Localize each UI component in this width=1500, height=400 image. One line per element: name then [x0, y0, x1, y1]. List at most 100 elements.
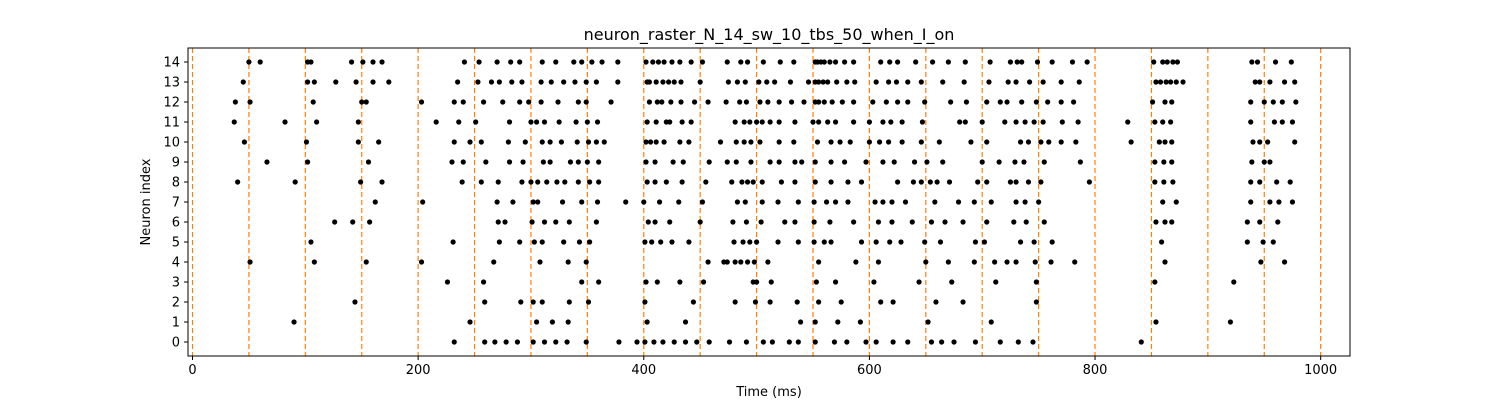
spike-marker — [654, 279, 660, 285]
spike-marker — [1138, 339, 1144, 345]
spike-marker — [845, 179, 851, 185]
spike-marker — [776, 159, 782, 165]
spike-marker — [747, 119, 753, 125]
spike-marker — [811, 219, 817, 225]
spike-marker — [333, 79, 339, 85]
spike-marker — [847, 139, 853, 145]
spike-marker — [510, 199, 516, 205]
spike-marker — [866, 139, 873, 145]
spike-marker — [743, 219, 750, 225]
spike-marker — [547, 139, 553, 145]
spike-marker — [706, 339, 712, 345]
spike-marker — [517, 99, 523, 105]
spike-marker — [756, 79, 762, 85]
spike-marker — [753, 119, 760, 125]
spike-marker — [810, 119, 816, 125]
spike-marker — [1267, 199, 1273, 205]
spike-marker — [1261, 99, 1267, 105]
spike-marker — [1071, 99, 1077, 105]
spike-marker — [743, 339, 750, 345]
spike-marker — [984, 99, 990, 105]
spike-marker — [717, 139, 724, 145]
spike-marker — [827, 59, 833, 65]
spike-marker — [367, 219, 373, 225]
spike-marker — [765, 259, 771, 265]
spike-marker — [1250, 139, 1256, 145]
spike-marker — [739, 179, 745, 185]
spike-marker — [565, 259, 571, 265]
spike-marker — [812, 159, 818, 165]
spike-marker — [292, 179, 298, 185]
spike-marker — [918, 79, 924, 85]
spike-marker — [922, 99, 928, 105]
spike-marker — [365, 159, 372, 165]
spike-marker — [677, 139, 683, 145]
spike-marker — [671, 339, 677, 345]
spike-marker — [575, 99, 581, 105]
spike-marker — [984, 219, 990, 225]
spike-marker — [1019, 99, 1025, 105]
spike-marker — [945, 59, 951, 65]
spike-marker — [825, 119, 831, 125]
spike-marker — [1151, 59, 1157, 65]
spike-marker — [1162, 259, 1168, 265]
spike-marker — [1058, 79, 1064, 85]
spike-marker — [1152, 279, 1158, 285]
spike-marker — [574, 139, 580, 145]
spike-marker — [541, 339, 548, 345]
spike-marker — [241, 139, 248, 145]
spike-marker — [587, 179, 593, 185]
spike-marker — [764, 79, 770, 85]
spike-marker — [816, 299, 822, 305]
spike-marker — [505, 139, 511, 145]
spike-marker — [863, 159, 869, 165]
spike-marker — [979, 159, 985, 165]
spike-marker — [1287, 179, 1293, 185]
spike-marker — [308, 239, 314, 245]
spike-marker — [1153, 319, 1159, 325]
spike-marker — [828, 159, 834, 165]
spike-marker — [1031, 119, 1037, 125]
spike-marker — [812, 179, 818, 185]
y-tick-label: 0 — [172, 336, 180, 351]
spike-marker — [615, 59, 621, 65]
spike-marker — [895, 179, 901, 185]
spike-marker — [520, 159, 526, 165]
spike-marker — [654, 99, 660, 105]
spike-marker — [579, 279, 585, 285]
spike-marker — [837, 139, 843, 145]
spike-marker — [880, 199, 886, 205]
spike-marker — [899, 139, 905, 145]
spike-marker — [444, 279, 451, 285]
spike-marker — [506, 159, 513, 165]
spike-marker — [1153, 79, 1159, 85]
spike-marker — [963, 99, 970, 105]
spike-marker — [996, 159, 1002, 165]
spike-marker — [433, 119, 439, 125]
spike-marker — [734, 79, 741, 85]
spike-marker — [1163, 79, 1169, 85]
spike-marker — [890, 299, 896, 305]
spike-marker — [760, 59, 766, 65]
spike-marker — [751, 259, 757, 265]
spike-marker — [795, 239, 801, 245]
spike-marker — [699, 59, 706, 65]
spike-marker — [1180, 79, 1186, 85]
spike-marker — [310, 99, 316, 105]
spike-marker — [459, 179, 465, 185]
spike-marker — [1041, 159, 1047, 165]
spike-marker — [816, 79, 822, 85]
spike-marker — [653, 139, 659, 145]
spike-marker — [572, 79, 578, 85]
spike-marker — [1173, 79, 1179, 85]
spike-marker — [476, 59, 482, 65]
spike-marker — [1022, 199, 1028, 205]
spike-marker — [540, 159, 546, 165]
spike-marker — [688, 59, 694, 65]
spike-marker — [682, 339, 689, 345]
spike-marker — [649, 239, 655, 245]
spike-marker — [669, 239, 675, 245]
spike-marker — [955, 199, 962, 205]
spike-marker — [765, 99, 771, 105]
spike-marker — [929, 59, 936, 65]
